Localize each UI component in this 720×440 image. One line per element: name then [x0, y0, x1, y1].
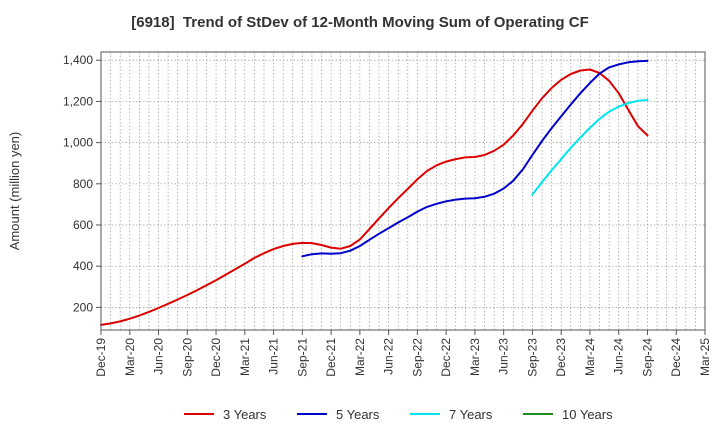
x-tick-label: Dec-22 — [439, 338, 453, 377]
x-tick-label: Dec-24 — [669, 338, 683, 377]
y-axis: 200 400 600 800 1,000 1,200 1,400 — [63, 53, 101, 314]
x-tick-label: Dec-21 — [324, 338, 338, 377]
y-tick-label: 1,000 — [63, 136, 93, 150]
x-tick-label: Jun-23 — [497, 338, 511, 375]
legend-label-10-years: 10 Years — [562, 407, 613, 422]
x-tick-label: Mar-21 — [238, 338, 252, 376]
x-tick-label: Jun-24 — [612, 338, 626, 375]
x-tick-label: Sep-23 — [525, 338, 539, 377]
plot-frame — [100, 51, 706, 331]
x-tick-label: Mar-20 — [123, 338, 137, 376]
y-tick-label: 200 — [73, 300, 93, 314]
x-tick-label: Mar-23 — [468, 338, 482, 376]
x-tick-label: Sep-20 — [180, 338, 194, 377]
series-line-5-years — [301, 59, 649, 258]
y-tick-label: 800 — [73, 177, 93, 191]
x-tick-label: Sep-24 — [640, 338, 654, 377]
x-tick-label: Mar-24 — [583, 338, 597, 376]
x-tick-label: Mar-22 — [353, 338, 367, 376]
x-tick-label: Jun-21 — [267, 338, 281, 375]
legend-label-3-years: 3 Years — [223, 407, 267, 422]
y-tick-label: 1,400 — [63, 53, 93, 67]
series-lines — [100, 59, 649, 326]
y-axis-title: Amount (million yen) — [7, 132, 22, 251]
x-axis: Dec-19 Mar-20 Jun-20 Sep-20 Dec-20 Mar-21 Jun-… — [94, 330, 712, 377]
x-tick-label: Dec-19 — [94, 338, 108, 377]
x-tick-label: Sep-22 — [410, 338, 424, 377]
x-tick-label: Dec-23 — [554, 338, 568, 377]
y-tick-label: 600 — [73, 218, 93, 232]
grid — [101, 52, 705, 330]
series-line-3-years — [100, 68, 649, 326]
x-tick-label: Dec-20 — [209, 338, 223, 377]
legend: 3 Years 5 Years 7 Years 10 Years — [184, 407, 613, 422]
y-tick-label: 400 — [73, 259, 93, 273]
legend-label-7-years: 7 Years — [449, 407, 493, 422]
legend-label-5-years: 5 Years — [336, 407, 380, 422]
chart-title: [6918] Trend of StDev of 12-Month Moving… — [131, 14, 589, 31]
y-tick-label: 1,200 — [63, 94, 93, 108]
x-tick-label: Mar-25 — [698, 338, 712, 376]
x-tick-label: Jun-22 — [382, 338, 396, 375]
x-tick-label: Sep-21 — [295, 338, 309, 377]
series-line-7-years — [531, 99, 649, 196]
x-tick-label: Jun-20 — [152, 338, 166, 375]
